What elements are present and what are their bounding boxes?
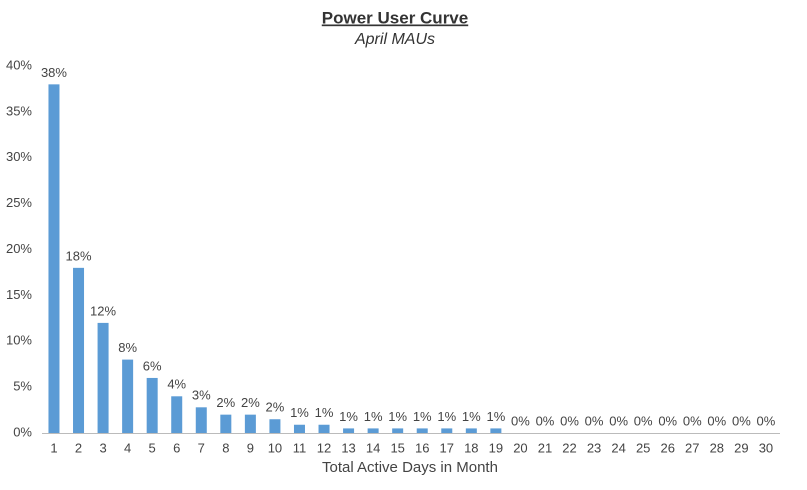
value-label: 1%: [437, 409, 456, 424]
bar: [318, 424, 330, 433]
x-tick-label: 10: [268, 440, 282, 455]
x-tick-label: 7: [198, 440, 205, 455]
x-tick-label: 25: [636, 440, 650, 455]
x-tick-label: 5: [149, 440, 156, 455]
value-label: 0%: [658, 413, 677, 428]
value-label: 0%: [683, 413, 702, 428]
value-label: 2%: [266, 400, 285, 415]
y-tick-label: 10%: [6, 333, 32, 348]
bar: [293, 424, 305, 433]
bar: [244, 414, 256, 433]
x-tick-label: 30: [759, 440, 773, 455]
value-label: 0%: [609, 413, 628, 428]
x-tick-label: 18: [464, 440, 478, 455]
value-label: 3%: [192, 388, 211, 403]
value-label: 1%: [486, 409, 505, 424]
bar: [465, 428, 477, 433]
bar: [490, 428, 502, 433]
x-tick-label: 17: [440, 440, 454, 455]
value-label: 1%: [339, 409, 358, 424]
y-tick-label: 5%: [13, 379, 32, 394]
x-tick-label: 24: [611, 440, 625, 455]
x-tick-label: 29: [734, 440, 748, 455]
y-tick-label: 0%: [13, 424, 32, 439]
bar: [171, 396, 183, 433]
value-label: 4%: [167, 377, 186, 392]
value-label: 0%: [634, 413, 653, 428]
value-label: 0%: [585, 413, 604, 428]
chart-title: Power User Curve: [322, 8, 468, 27]
x-tick-label: 1: [50, 440, 57, 455]
x-tick-label: 4: [124, 440, 131, 455]
x-tick-label: 11: [293, 440, 307, 455]
value-label: 6%: [143, 358, 162, 373]
x-tick-label: 22: [562, 440, 576, 455]
x-tick-label: 14: [366, 440, 380, 455]
y-tick-label: 40%: [6, 57, 32, 72]
y-tick-label: 20%: [6, 241, 32, 256]
value-label: 1%: [290, 405, 309, 420]
x-tick-label: 23: [587, 440, 601, 455]
value-label: 1%: [462, 409, 481, 424]
bar: [48, 84, 60, 433]
x-tick-label: 9: [247, 440, 254, 455]
bar: [73, 267, 85, 433]
x-tick-label: 28: [710, 440, 724, 455]
y-tick-label: 15%: [6, 287, 32, 302]
x-tick-label: 27: [685, 440, 699, 455]
value-label: 8%: [118, 340, 137, 355]
value-label: 12%: [90, 303, 116, 318]
value-label: 18%: [66, 248, 92, 263]
value-label: 1%: [388, 409, 407, 424]
x-axis-label: Total Active Days in Month: [322, 459, 498, 476]
x-tick-label: 8: [222, 440, 229, 455]
x-tick-label: 15: [390, 440, 404, 455]
bar: [146, 377, 158, 433]
x-tick-label: 2: [75, 440, 82, 455]
bar: [392, 428, 404, 433]
chart-subtitle: April MAUs: [354, 31, 435, 48]
bar: [269, 419, 281, 433]
bar: [195, 407, 207, 433]
value-label: 0%: [560, 413, 579, 428]
bar: [97, 322, 109, 433]
value-label: 0%: [511, 413, 530, 428]
value-label: 1%: [364, 409, 383, 424]
y-tick-label: 30%: [6, 149, 32, 164]
x-tick-label: 6: [173, 440, 180, 455]
value-label: 38%: [41, 65, 67, 80]
x-tick-label: 21: [538, 440, 552, 455]
value-label: 0%: [707, 413, 726, 428]
bar: [220, 414, 232, 433]
x-tick-label: 12: [317, 440, 331, 455]
value-label: 0%: [536, 413, 555, 428]
value-label: 0%: [757, 413, 776, 428]
bar: [343, 428, 355, 433]
y-tick-label: 25%: [6, 195, 32, 210]
y-tick-label: 35%: [6, 103, 32, 118]
value-label: 2%: [241, 395, 260, 410]
x-tick-label: 20: [513, 440, 527, 455]
value-label: 1%: [413, 409, 432, 424]
bar: [416, 428, 428, 433]
bar: [367, 428, 379, 433]
x-tick-label: 3: [99, 440, 106, 455]
x-tick-label: 26: [660, 440, 674, 455]
x-tick-label: 19: [489, 440, 503, 455]
x-tick-label: 16: [415, 440, 429, 455]
value-label: 0%: [732, 413, 751, 428]
bar: [441, 428, 453, 433]
x-tick-label: 13: [341, 440, 355, 455]
value-label: 2%: [216, 395, 235, 410]
value-label: 1%: [315, 405, 334, 420]
bar: [122, 359, 134, 433]
